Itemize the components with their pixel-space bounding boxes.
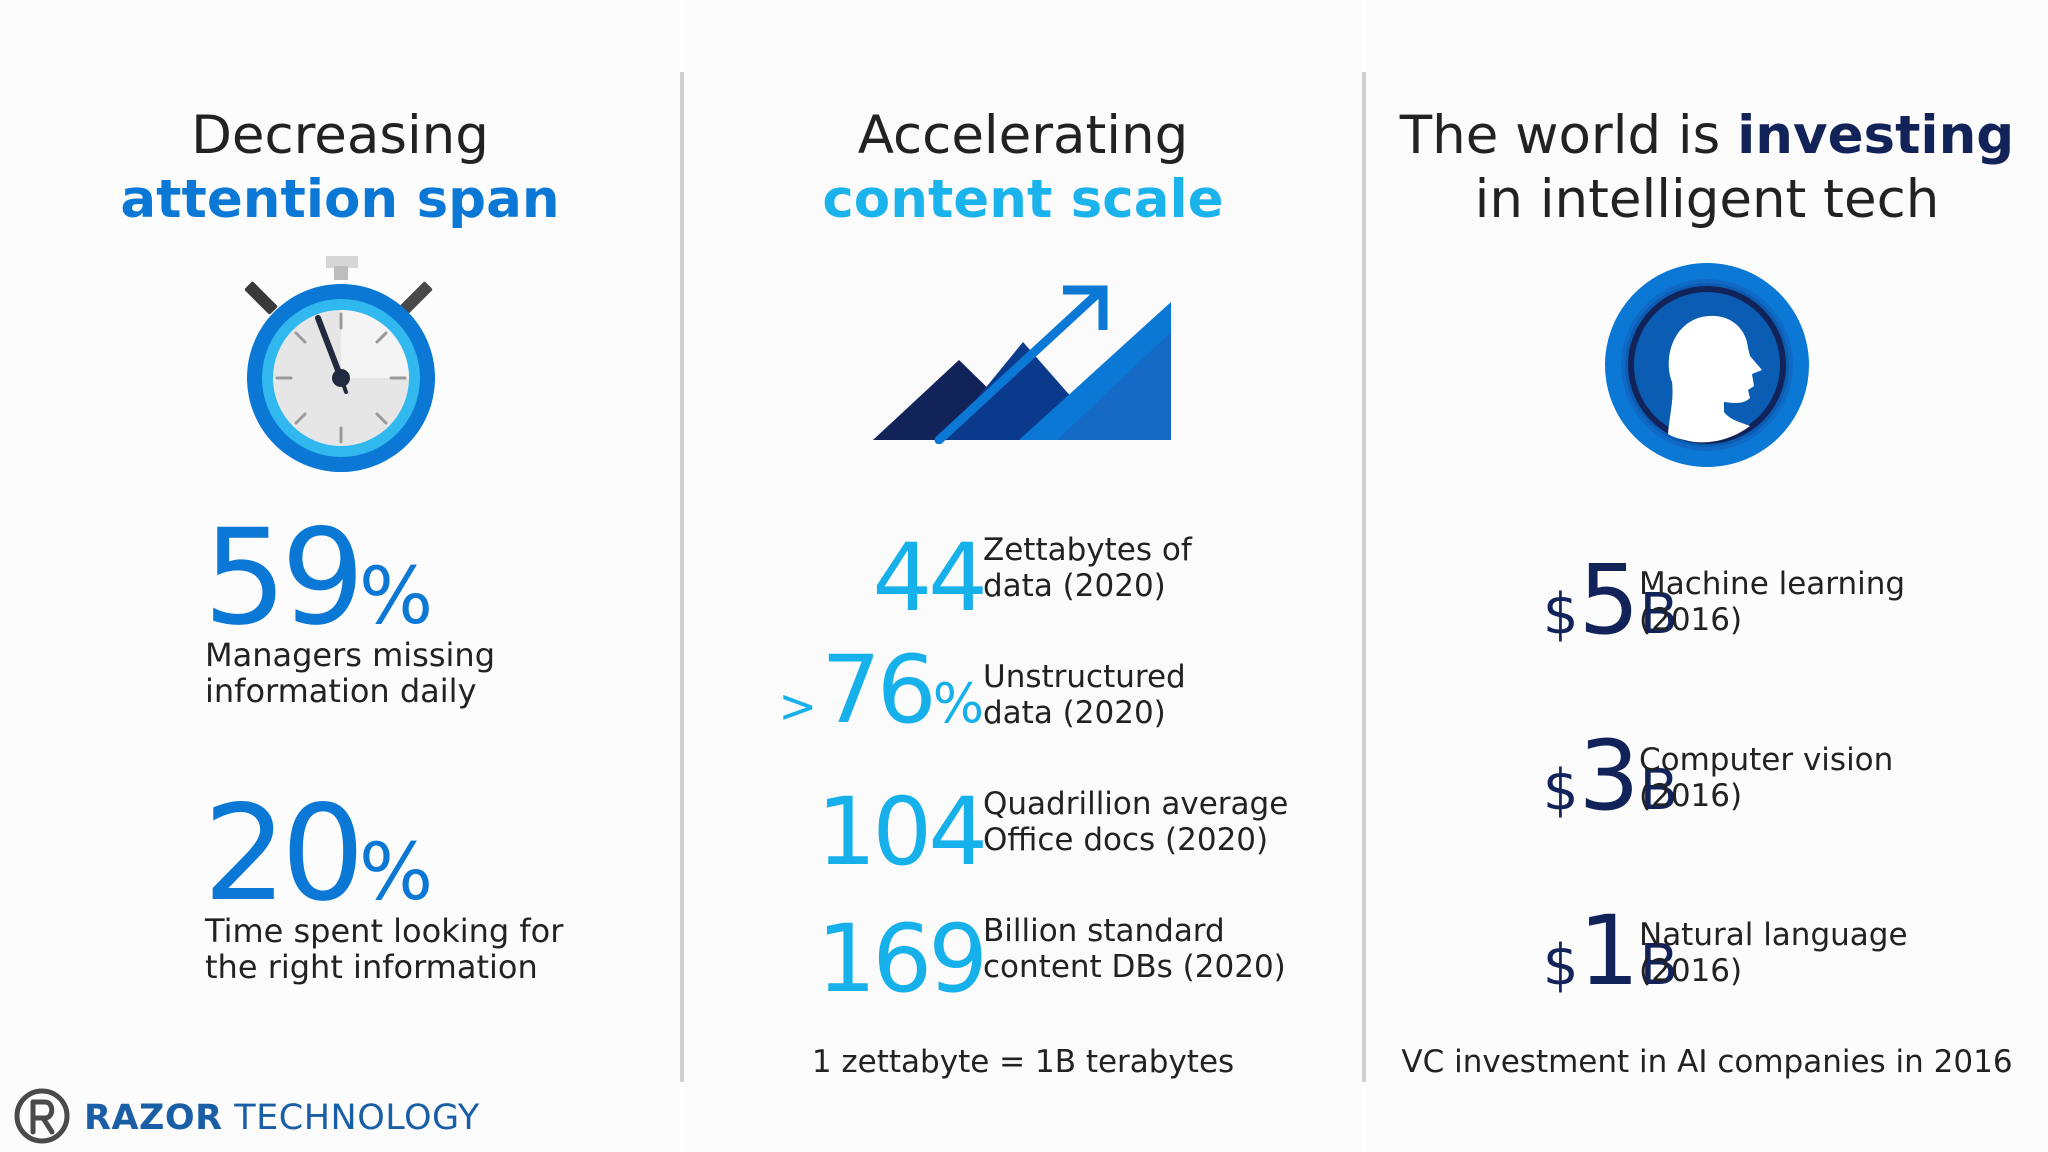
zettabyte-footnote: 1 zettabyte = 1B terabytes	[811, 1044, 1235, 1080]
stat-value: 169	[816, 905, 988, 1014]
heading-highlight: content scale	[822, 169, 1224, 230]
heading-line1: The world is	[1399, 105, 1738, 166]
stat-label: Computer vision (2016)	[1639, 742, 1894, 814]
stat-20-caption: Time spent looking for the right informa…	[205, 912, 564, 986]
stat-value: $5B	[1542, 544, 1678, 656]
stat-label: Billion standard content DBs (2020)	[983, 913, 1286, 985]
stat-label: Unstructured data (2020)	[983, 659, 1186, 731]
stat-59-percent: 59%	[203, 501, 434, 655]
stat-label: Quadrillion average Office docs (2020)	[983, 786, 1289, 858]
stat-value: 44	[872, 524, 988, 633]
heading-highlight: investing	[1737, 105, 2015, 166]
vc-investment-footnote: VC investment in AI companies in 2016	[1401, 1044, 2013, 1080]
column-divider	[680, 72, 684, 1082]
stat-label: Zettabytes of data (2020)	[983, 532, 1192, 604]
stat-value: >76%	[778, 636, 984, 745]
razor-logo-icon	[14, 1088, 70, 1144]
stat-unstructured: >76% Unstructured data (2020)	[684, 636, 1362, 757]
content-scale-column: Accelerating content scale 44 Zettabytes…	[684, 0, 1362, 1152]
stat-value: 104	[816, 778, 988, 887]
stat-machine-learning: $5B Machine learning (2016)	[1366, 546, 2048, 656]
heading-line1: Accelerating	[857, 105, 1189, 166]
heading-highlight: attention span	[120, 169, 560, 230]
stopwatch-icon	[244, 256, 435, 472]
stat-value: $3B	[1542, 720, 1678, 832]
stat-20-percent: 20%	[203, 777, 434, 931]
stat-natural-language: $1B Natural language (2016)	[1366, 897, 2048, 1007]
stat-zettabytes: 44 Zettabytes of data (2020)	[684, 520, 1362, 630]
content-heading: Accelerating content scale	[684, 104, 1362, 232]
attention-span-column: Decreasing attention span 59% Managers m…	[0, 0, 680, 1152]
logo-wordmark: RAZOR TECHNOLOGY	[84, 1098, 480, 1138]
growth-mountains-icon	[873, 285, 1171, 444]
razor-technology-logo: RAZOR TECHNOLOGY	[14, 1088, 494, 1144]
investing-column: The world is investing in intelligent te…	[1366, 0, 2048, 1152]
ai-head-profile-icon	[1605, 263, 1809, 467]
heading-line2: in intelligent tech	[1474, 169, 1940, 230]
stat-value: $1B	[1542, 895, 1678, 1007]
stat-computer-vision: $3B Computer vision (2016)	[1366, 722, 2048, 832]
stat-59-caption: Managers missing information daily	[205, 636, 495, 710]
attention-heading: Decreasing attention span	[0, 104, 680, 232]
column-divider	[1362, 72, 1366, 1082]
stat-label: Machine learning (2016)	[1639, 566, 1906, 638]
heading-line1: Decreasing	[191, 105, 489, 166]
investing-heading: The world is investing in intelligent te…	[1366, 104, 2048, 232]
stat-content-dbs: 169 Billion standard content DBs (2020)	[684, 901, 1362, 1011]
stat-office-docs: 104 Quadrillion average Office docs (202…	[684, 774, 1362, 884]
stat-label: Natural language (2016)	[1639, 917, 1908, 989]
